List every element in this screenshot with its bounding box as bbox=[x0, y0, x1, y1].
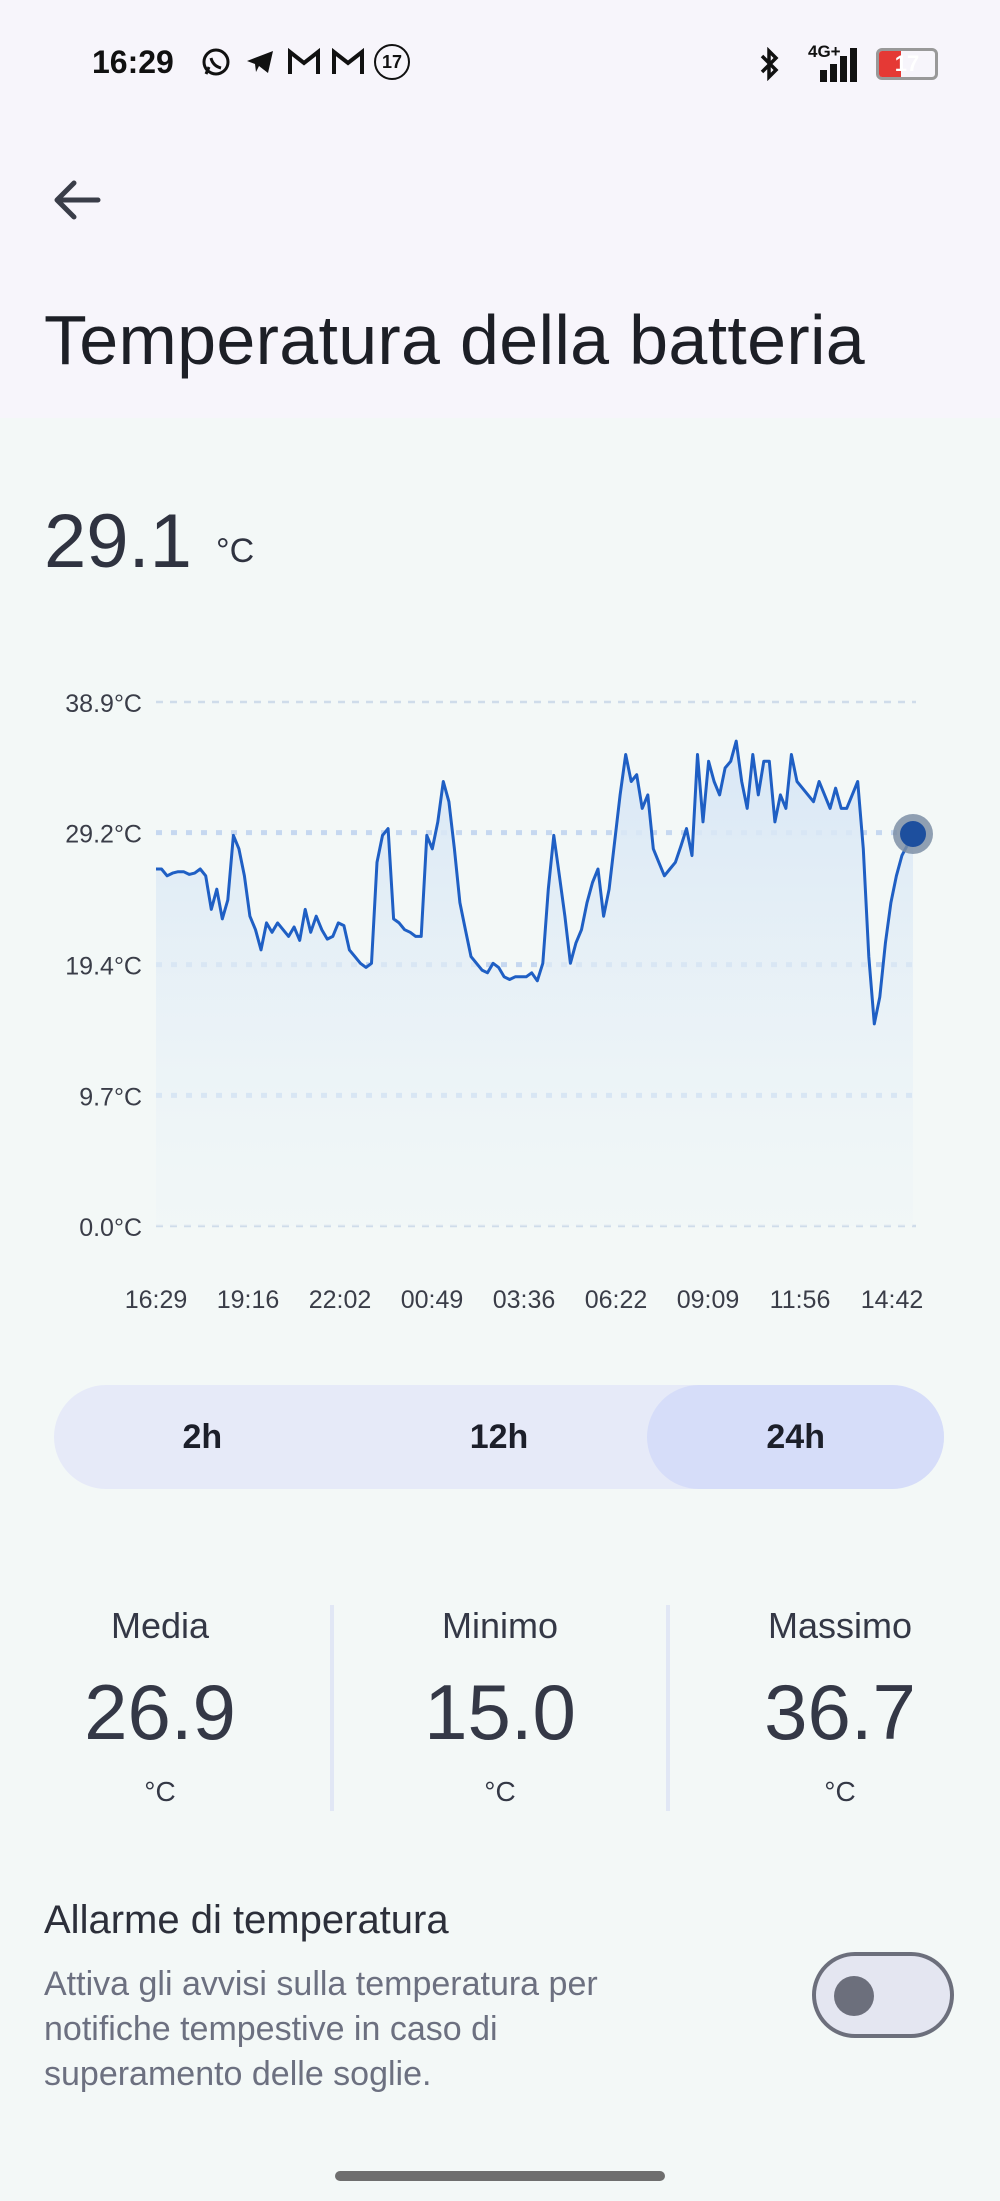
bluetooth-icon bbox=[752, 46, 788, 82]
stat-unit: °C bbox=[484, 1776, 516, 1807]
stat-label: Media bbox=[110, 1605, 210, 1646]
battery-level: 17 bbox=[894, 51, 920, 76]
x-tick-label: 22:02 bbox=[309, 1286, 372, 1314]
x-tick-label: 11:56 bbox=[770, 1286, 831, 1314]
current-temperature-unit: °C bbox=[216, 532, 255, 570]
x-tick-label: 14:42 bbox=[861, 1286, 924, 1314]
stat-label: Minimo bbox=[441, 1605, 558, 1646]
alarm-description: Attiva gli avvisi sulla temperatura per … bbox=[44, 1965, 598, 2093]
x-tick-label: 03:36 bbox=[493, 1286, 556, 1314]
stat-average: Media 26.9 °C bbox=[10, 1605, 310, 1808]
stat-minimum: Minimo 15.0 °C bbox=[350, 1605, 650, 1808]
telegram-icon bbox=[242, 44, 278, 80]
stat-unit: °C bbox=[824, 1776, 856, 1807]
y-tick-label: 38.9°C bbox=[65, 690, 142, 718]
x-tick-label: 06:22 bbox=[585, 1286, 648, 1314]
home-indicator[interactable] bbox=[335, 2171, 665, 2181]
toggle-knob bbox=[834, 1976, 874, 2016]
series-area bbox=[156, 741, 913, 1226]
system-icons: 4G+ 17 bbox=[752, 42, 938, 84]
x-tick-label: 00:49 bbox=[401, 1286, 464, 1314]
battery-fill bbox=[879, 51, 902, 77]
x-tick-label: 19:16 bbox=[217, 1286, 280, 1314]
x-tick-label: 16:29 bbox=[125, 1286, 188, 1314]
current-point-marker bbox=[900, 821, 926, 848]
range-option-2h[interactable]: 2h bbox=[182, 1417, 223, 1456]
page-title: Temperatura della batteria bbox=[44, 301, 866, 379]
stat-unit: °C bbox=[144, 1776, 176, 1807]
battery-icon: 17 bbox=[876, 48, 938, 80]
notification-count-icon: 17 bbox=[374, 44, 410, 80]
stat-maximum: Massimo 36.7 °C bbox=[690, 1605, 990, 1808]
network-type-label: 4G+ bbox=[808, 42, 841, 61]
status-time: 16:29 bbox=[92, 44, 174, 80]
series-line bbox=[156, 739, 915, 1026]
back-button[interactable] bbox=[44, 168, 108, 232]
temperature-chart[interactable]: 38.9°C 29.2°C 19.4°C 9.7°C 0.0°C 16:29 19:16 2… bbox=[0, 660, 1000, 1340]
stat-value: 36.7 bbox=[764, 1668, 916, 1756]
range-option-12h[interactable]: 12h bbox=[469, 1417, 529, 1456]
stat-value: 26.9 bbox=[84, 1668, 236, 1756]
notification-icons: 17 bbox=[198, 44, 410, 80]
gmail-icon bbox=[286, 44, 322, 80]
divider bbox=[330, 1605, 334, 1811]
range-option-24h[interactable]: 24h bbox=[647, 1385, 945, 1489]
temperature-stats: Media 26.9 °C Minimo 15.0 °C Massimo 36.… bbox=[0, 1605, 1000, 1815]
current-temperature: 29.1 bbox=[44, 499, 192, 584]
y-tick-label: 29.2°C bbox=[65, 821, 142, 849]
x-tick-label: 09:09 bbox=[677, 1286, 740, 1314]
gmail-icon bbox=[330, 44, 366, 80]
y-tick-label: 0.0°C bbox=[79, 1214, 142, 1242]
arrow-left-icon bbox=[54, 180, 101, 220]
y-tick-label: 19.4°C bbox=[65, 953, 142, 981]
time-range-selector: 2h 12h 24h bbox=[54, 1385, 945, 1489]
status-bar: 16:29 17 4G+ 17 bbox=[0, 0, 1000, 130]
y-tick-label: 9.7°C bbox=[79, 1083, 142, 1111]
alarm-toggle[interactable] bbox=[812, 1952, 954, 2038]
whatsapp-icon bbox=[198, 44, 234, 80]
divider bbox=[666, 1605, 670, 1811]
stat-value: 15.0 bbox=[424, 1668, 576, 1756]
stat-label: Massimo bbox=[767, 1605, 913, 1646]
alarm-title: Allarme di temperatura bbox=[44, 1898, 449, 1942]
signal-icon: 4G+ bbox=[802, 42, 862, 84]
